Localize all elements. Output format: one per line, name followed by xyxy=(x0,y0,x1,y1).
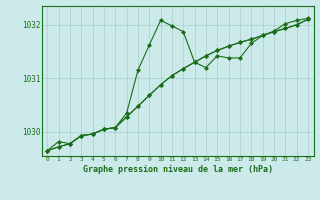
X-axis label: Graphe pression niveau de la mer (hPa): Graphe pression niveau de la mer (hPa) xyxy=(83,165,273,174)
